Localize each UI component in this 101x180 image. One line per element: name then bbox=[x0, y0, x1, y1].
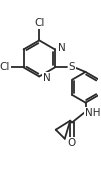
Text: O: O bbox=[68, 138, 76, 148]
Text: Cl: Cl bbox=[34, 18, 44, 28]
Text: Cl: Cl bbox=[0, 62, 10, 72]
Text: N: N bbox=[58, 43, 66, 53]
Text: N: N bbox=[43, 73, 50, 83]
Text: NH: NH bbox=[85, 108, 100, 118]
Text: S: S bbox=[69, 62, 75, 72]
